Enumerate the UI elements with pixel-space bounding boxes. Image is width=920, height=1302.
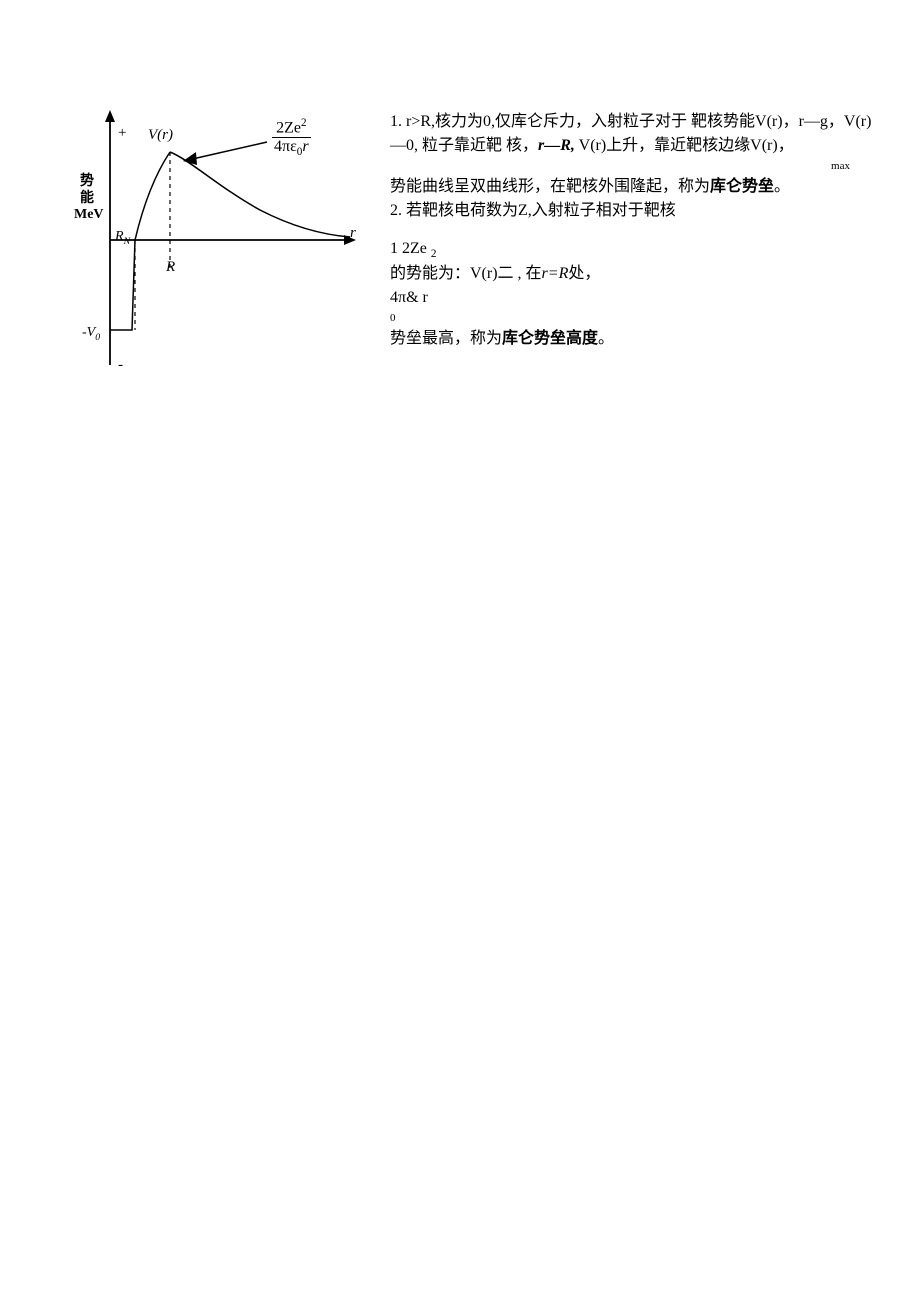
rn-text: R <box>115 229 124 244</box>
v0-sub: 0 <box>95 332 100 343</box>
vr-label: V(r) <box>148 127 173 144</box>
p4a: 1 2Ze <box>390 240 427 257</box>
formula-num-sup: 2 <box>301 117 307 129</box>
p2b: 库仑势垒 <box>710 178 774 195</box>
yaxis-label-2: 能 <box>80 187 94 207</box>
para-6b: 0 <box>390 310 880 327</box>
formula-num: 2Ze <box>276 119 301 136</box>
formula-den-c: r <box>302 138 308 155</box>
plus-label: + <box>118 125 126 142</box>
para-7: 势垒最高，称为库仑势垒高度。 <box>390 327 880 351</box>
r-label: R <box>166 259 175 276</box>
rn-sub: N <box>124 236 131 247</box>
v0-label: -V0 <box>82 325 100 343</box>
v0-text: -V <box>82 325 95 340</box>
p7c: 。 <box>598 330 614 347</box>
spacer <box>390 223 880 237</box>
p6a: 4π& r <box>390 289 428 306</box>
p4b: 2 <box>431 248 437 260</box>
para-2: 势能曲线呈双曲线形，在靶核外围隆起，称为库仑势垒。 <box>390 175 880 199</box>
p1c: V(r)上升，靠近靶核边缘V(r)， <box>575 137 794 154</box>
p7b: 库仑势垒高度 <box>502 330 598 347</box>
para-5: 的势能为：V(r)二 , 在r=R处， <box>390 262 880 286</box>
p2a: 势能曲线呈双曲线形，在靶核外围隆起，称为 <box>390 178 710 195</box>
potential-chart: + - V(r) 势 能 MeV RN R r -V0 2Ze2 <box>40 90 370 695</box>
p2c: 。 <box>774 178 790 195</box>
p5b: r=R <box>542 265 569 282</box>
yaxis-label-3: MeV <box>74 207 104 223</box>
para-3: 2. 若靶核电荷数为Z,入射粒子相对于靶核 <box>390 199 880 223</box>
p5a: 的势能为：V(r)二 , 在 <box>390 265 542 282</box>
p1b: r—R, <box>538 137 575 154</box>
formula-den-a: 4πε <box>274 138 297 155</box>
text-column: 1. r>R,核力为0,仅库仑斥力，入射粒子对于 靶核势能V(r)，r—g，V(… <box>390 90 880 351</box>
r-axis-label: r <box>350 225 356 242</box>
para-1: 1. r>R,核力为0,仅库仑斥力，入射粒子对于 靶核势能V(r)，r—g，V(… <box>390 110 880 158</box>
para-6: 4π& r <box>390 286 880 310</box>
coulomb-formula: 2Ze2 4πε0r <box>272 117 311 159</box>
p5c: 处， <box>568 265 600 282</box>
rn-label: RN <box>115 229 130 247</box>
para-4: 1 2Ze 2 <box>390 237 880 263</box>
minus-label: - <box>118 357 123 374</box>
p7a: 势垒最高，称为 <box>390 330 502 347</box>
max-label: max <box>390 158 880 175</box>
